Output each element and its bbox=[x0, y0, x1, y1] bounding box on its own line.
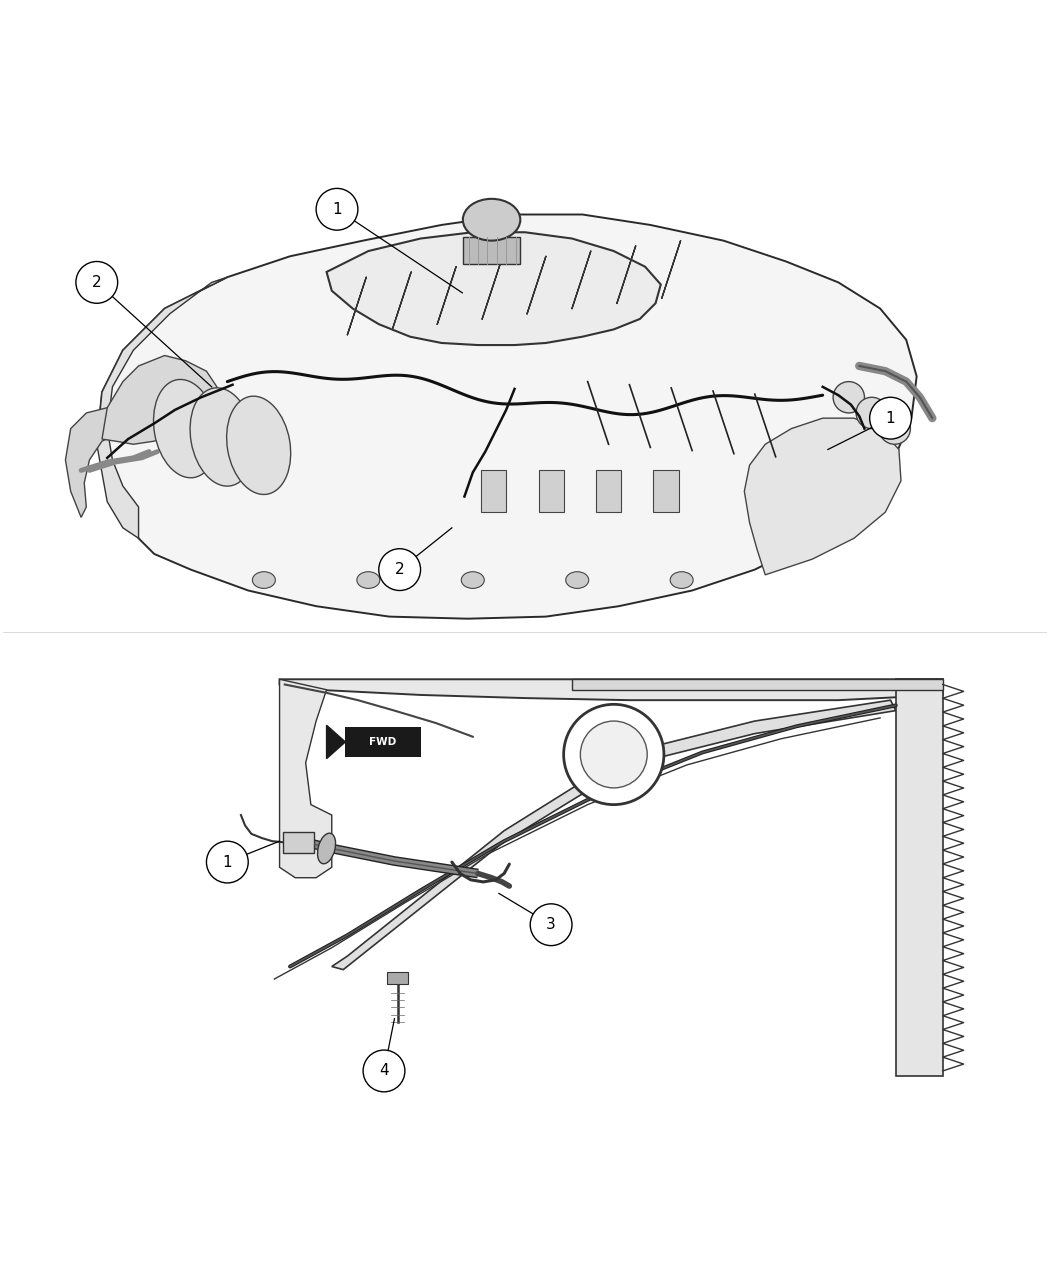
Polygon shape bbox=[97, 277, 228, 538]
Text: 3: 3 bbox=[546, 917, 556, 932]
Circle shape bbox=[379, 548, 421, 590]
Polygon shape bbox=[572, 251, 591, 309]
Text: 2: 2 bbox=[92, 275, 102, 289]
Circle shape bbox=[581, 722, 647, 788]
Circle shape bbox=[869, 398, 911, 439]
Circle shape bbox=[207, 842, 248, 884]
Ellipse shape bbox=[252, 571, 275, 588]
Polygon shape bbox=[348, 277, 366, 334]
Text: 2: 2 bbox=[395, 562, 404, 578]
Polygon shape bbox=[327, 725, 345, 759]
Circle shape bbox=[530, 904, 572, 946]
Polygon shape bbox=[572, 680, 943, 690]
Polygon shape bbox=[617, 246, 635, 303]
Polygon shape bbox=[332, 700, 896, 969]
Circle shape bbox=[856, 398, 887, 428]
Bar bbox=[387, 972, 408, 984]
Bar bbox=[463, 237, 521, 264]
Bar bbox=[282, 831, 314, 853]
Circle shape bbox=[363, 1051, 405, 1091]
Bar bbox=[596, 470, 622, 513]
Circle shape bbox=[564, 704, 664, 805]
Text: 1: 1 bbox=[332, 201, 342, 217]
Ellipse shape bbox=[461, 571, 484, 588]
Polygon shape bbox=[482, 261, 501, 319]
Text: 1: 1 bbox=[223, 854, 232, 870]
Ellipse shape bbox=[227, 397, 291, 495]
Polygon shape bbox=[437, 266, 456, 324]
Polygon shape bbox=[662, 241, 680, 298]
Polygon shape bbox=[279, 680, 332, 877]
Polygon shape bbox=[279, 680, 943, 700]
Polygon shape bbox=[896, 680, 943, 1076]
Text: 1: 1 bbox=[886, 411, 896, 426]
Text: 4: 4 bbox=[379, 1063, 388, 1079]
Ellipse shape bbox=[317, 833, 336, 863]
Bar bbox=[539, 470, 564, 513]
Polygon shape bbox=[393, 272, 412, 329]
Ellipse shape bbox=[566, 571, 589, 588]
Ellipse shape bbox=[463, 199, 521, 241]
Text: FWD: FWD bbox=[370, 737, 397, 747]
Circle shape bbox=[76, 261, 118, 303]
Polygon shape bbox=[102, 356, 217, 444]
Polygon shape bbox=[327, 232, 660, 346]
Bar bbox=[345, 727, 421, 756]
Polygon shape bbox=[527, 256, 546, 314]
Polygon shape bbox=[97, 214, 917, 618]
Ellipse shape bbox=[670, 571, 693, 588]
Polygon shape bbox=[65, 408, 123, 518]
Circle shape bbox=[833, 381, 864, 413]
Bar bbox=[481, 470, 506, 513]
Circle shape bbox=[316, 189, 358, 231]
Ellipse shape bbox=[153, 380, 217, 478]
Polygon shape bbox=[744, 418, 901, 575]
Ellipse shape bbox=[190, 388, 254, 486]
Circle shape bbox=[879, 413, 910, 444]
Bar bbox=[653, 470, 678, 513]
Ellipse shape bbox=[357, 571, 380, 588]
